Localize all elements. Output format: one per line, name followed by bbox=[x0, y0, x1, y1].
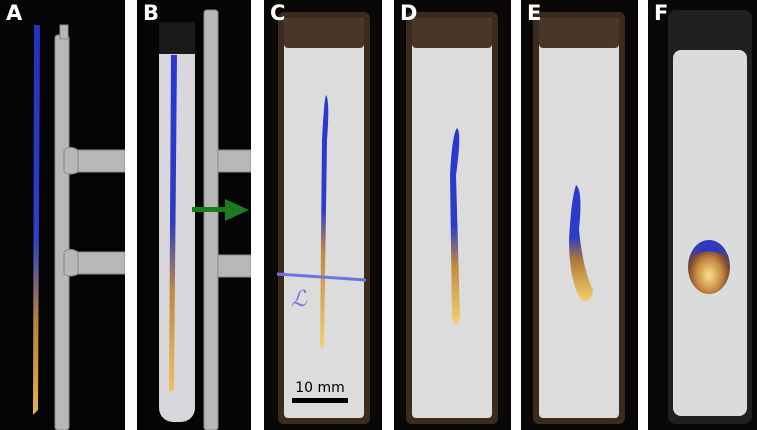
panel-c-image: ℒ 10 mm bbox=[264, 0, 382, 430]
panel-a-image bbox=[0, 0, 125, 430]
liquid-stripe bbox=[320, 95, 329, 349]
panel-f-image bbox=[648, 0, 757, 430]
metal-mesh bbox=[203, 9, 251, 430]
flow-arrow bbox=[192, 199, 249, 221]
metal-mesh bbox=[54, 24, 125, 430]
panel-label-d: D bbox=[400, 1, 418, 25]
line-l bbox=[276, 272, 367, 282]
liquid-blob bbox=[569, 185, 593, 302]
panel-label-b: B bbox=[143, 1, 160, 25]
panel-b-image bbox=[137, 0, 251, 430]
scale-bar bbox=[292, 398, 348, 403]
scale-bar-label: 10 mm bbox=[295, 380, 345, 396]
panel-c: ℒ 10 mm C bbox=[264, 0, 382, 430]
panel-d-image bbox=[394, 0, 511, 430]
liquid-drop bbox=[688, 240, 730, 294]
liquid-stripe bbox=[33, 25, 40, 415]
panel-label-a: A bbox=[6, 1, 23, 25]
panel-e: E bbox=[521, 0, 638, 430]
cell-interior bbox=[159, 22, 195, 422]
panel-label-c: C bbox=[270, 1, 286, 25]
panel-e-image bbox=[521, 0, 638, 430]
panel-f: F bbox=[648, 0, 757, 430]
panel-b: B bbox=[137, 0, 251, 430]
panel-label-e: E bbox=[527, 1, 542, 25]
cell-interior bbox=[673, 50, 747, 416]
line-l-symbol: ℒ bbox=[291, 287, 308, 312]
panel-a: A bbox=[0, 0, 125, 430]
panel-d: D bbox=[394, 0, 511, 430]
panel-label-f: F bbox=[654, 1, 669, 25]
liquid-stripe bbox=[169, 55, 177, 392]
liquid-stripe bbox=[450, 128, 460, 324]
